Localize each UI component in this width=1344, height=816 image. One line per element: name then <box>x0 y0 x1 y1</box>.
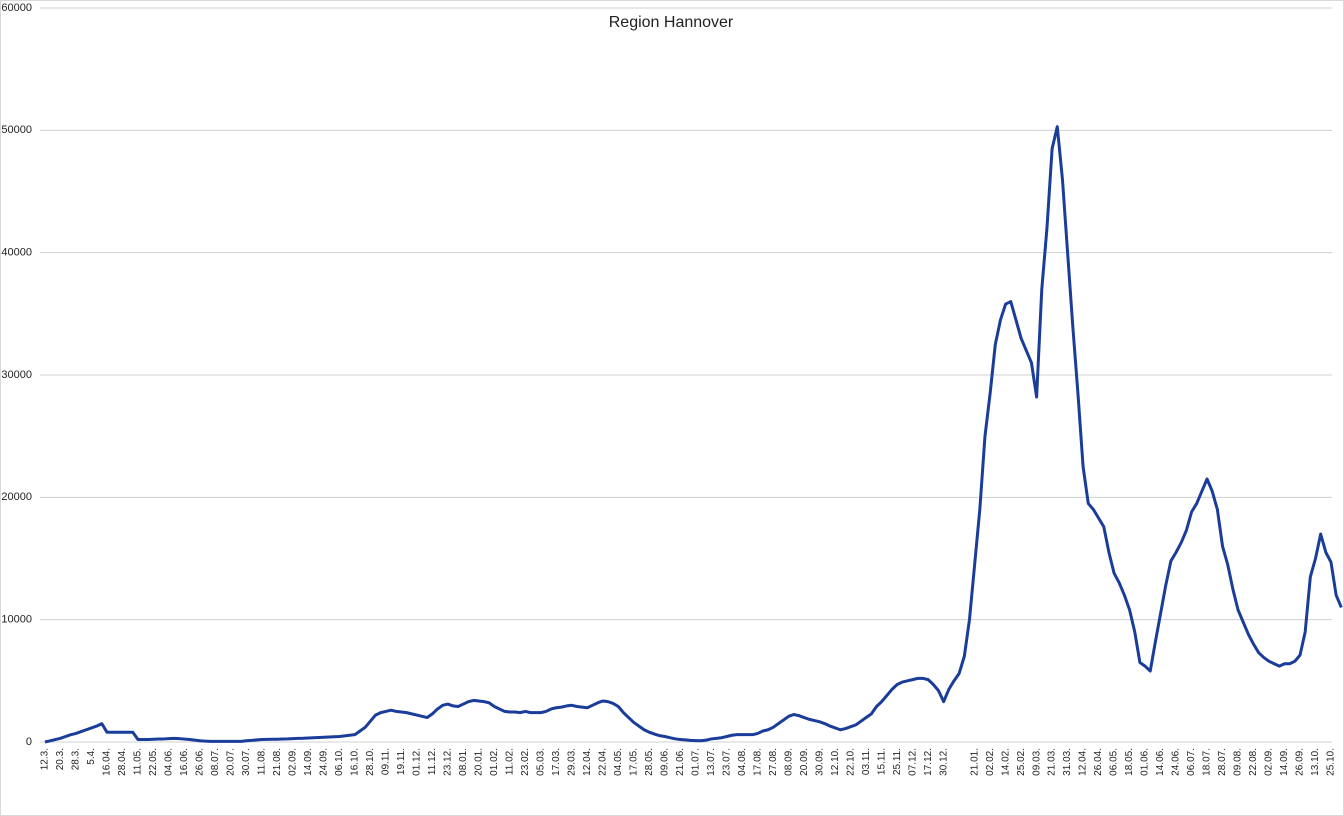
x-tick-label: 03.11. <box>861 748 872 775</box>
x-tick-label: 07.12. <box>907 748 918 776</box>
x-tick-label: 11.12. <box>427 748 438 775</box>
x-tick-label: 09.08. <box>1233 748 1244 776</box>
x-tick-label: 08.01. <box>458 748 469 776</box>
x-tick-label: 26.09. <box>1295 748 1306 776</box>
x-tick-label: 28.07. <box>1217 748 1228 776</box>
x-tick-label: 15.11. <box>876 748 887 775</box>
x-tick-label: 04.05. <box>613 748 624 776</box>
x-tick-label: 22.08. <box>1248 748 1259 776</box>
x-tick-label: 08.09. <box>783 748 794 776</box>
x-tick-label: 20.01. <box>473 748 484 776</box>
x-tick-label: 24.09. <box>319 748 330 776</box>
x-tick-label: 20.07. <box>226 748 237 776</box>
x-tick-label: 22.10. <box>845 748 856 776</box>
x-tick-label: 22.05. <box>148 748 159 776</box>
y-tick-label: 50000 <box>1 124 32 136</box>
x-tick-label: 23.02. <box>520 748 531 776</box>
x-tick-label: 28.3. <box>71 748 82 770</box>
x-tick-label: 16.06. <box>179 748 190 776</box>
x-tick-label: 21.01. <box>969 748 980 776</box>
x-tick-label: 26.06. <box>195 748 206 776</box>
x-tick-label: 09.11. <box>381 748 392 775</box>
y-tick-label: 40000 <box>1 247 32 259</box>
x-tick-label: 02.09. <box>288 748 299 776</box>
x-tick-label: 14.06. <box>1155 748 1166 776</box>
x-tick-label: 13.10. <box>1310 748 1321 776</box>
x-tick-label: 11.08. <box>257 748 268 775</box>
x-tick-label: 01.06. <box>1140 748 1151 776</box>
x-tick-label: 02.02. <box>985 748 996 776</box>
y-tick-label: 0 <box>26 736 32 748</box>
x-tick-label: 24.06. <box>1171 748 1182 776</box>
x-tick-label: 25.10. <box>1326 748 1337 776</box>
x-tick-label: 06.05. <box>1109 748 1120 776</box>
x-tick-label: 01.02. <box>489 748 500 776</box>
y-tick-label: 10000 <box>1 614 32 626</box>
x-tick-label: 5.4. <box>86 748 97 765</box>
x-tick-label: 21.08. <box>272 748 283 776</box>
x-tick-label: 30.09. <box>814 748 825 776</box>
x-tick-label: 31.03. <box>1062 748 1073 776</box>
x-tick-label: 13.07. <box>706 748 717 776</box>
x-tick-label: 17.08. <box>752 748 763 776</box>
x-tick-label: 18.07. <box>1202 748 1213 776</box>
x-tick-label: 17.05. <box>628 748 639 776</box>
x-tick-label: 17.03. <box>551 748 562 776</box>
x-tick-label: 08.07. <box>210 748 221 776</box>
x-tick-label: 12.3. <box>40 748 51 770</box>
x-tick-label: 30.07. <box>241 748 252 776</box>
x-tick-label: 17.12. <box>923 748 934 776</box>
x-tick-label: 25.11. <box>892 748 903 775</box>
x-tick-label: 21.03. <box>1047 748 1058 776</box>
x-tick-label: 14.09. <box>1279 748 1290 776</box>
x-tick-label: 06.07. <box>1186 748 1197 776</box>
x-tick-label: 20.3. <box>55 748 66 770</box>
x-tick-label: 09.06. <box>659 748 670 776</box>
x-tick-label: 27.08. <box>768 748 779 776</box>
x-tick-label: 14.02. <box>1000 748 1011 776</box>
x-tick-label: 14.09. <box>303 748 314 776</box>
x-tick-label: 12.10. <box>830 748 841 776</box>
x-tick-label: 05.03. <box>535 748 546 776</box>
x-tick-label: 28.04. <box>117 748 128 776</box>
x-tick-label: 22.04. <box>597 748 608 776</box>
y-tick-label: 60000 <box>1 2 32 14</box>
x-tick-label: 23.07. <box>721 748 732 776</box>
x-tick-label: 30.12. <box>938 748 949 776</box>
x-tick-label: 29.03. <box>566 748 577 776</box>
x-tick-label: 23.12. <box>442 748 453 776</box>
x-tick-label: 16.10. <box>350 748 361 776</box>
x-tick-label: 01.07. <box>690 748 701 776</box>
data-line <box>44 125 1343 744</box>
x-tick-label: 28.05. <box>644 748 655 776</box>
x-tick-label: 26.04. <box>1093 748 1104 776</box>
x-tick-label: 01.12. <box>411 748 422 776</box>
x-tick-label: 02.09. <box>1264 748 1275 776</box>
x-tick-label: 04.06. <box>164 748 175 776</box>
x-tick-label: 09.03. <box>1031 748 1042 776</box>
x-tick-label: 18.05. <box>1124 748 1135 776</box>
x-tick-label: 06.10. <box>334 748 345 776</box>
x-tick-label: 16.04. <box>102 748 113 776</box>
x-tick-label: 04.08. <box>737 748 748 776</box>
x-tick-label: 20.09. <box>799 748 810 776</box>
x-tick-label: 28.10. <box>365 748 376 776</box>
x-tick-label: 21.06. <box>675 748 686 776</box>
x-tick-label: 25.02. <box>1016 748 1027 776</box>
x-tick-label: 19.11. <box>396 748 407 775</box>
x-tick-label: 11.05. <box>133 748 144 775</box>
x-tick-label: 11.02. <box>504 748 515 775</box>
chart-title: Region Hannover <box>609 14 734 31</box>
y-tick-label: 30000 <box>1 369 32 381</box>
x-tick-label: 12.04. <box>1078 748 1089 776</box>
x-tick-label: 12.04. <box>582 748 593 776</box>
y-tick-label: 20000 <box>1 491 32 503</box>
